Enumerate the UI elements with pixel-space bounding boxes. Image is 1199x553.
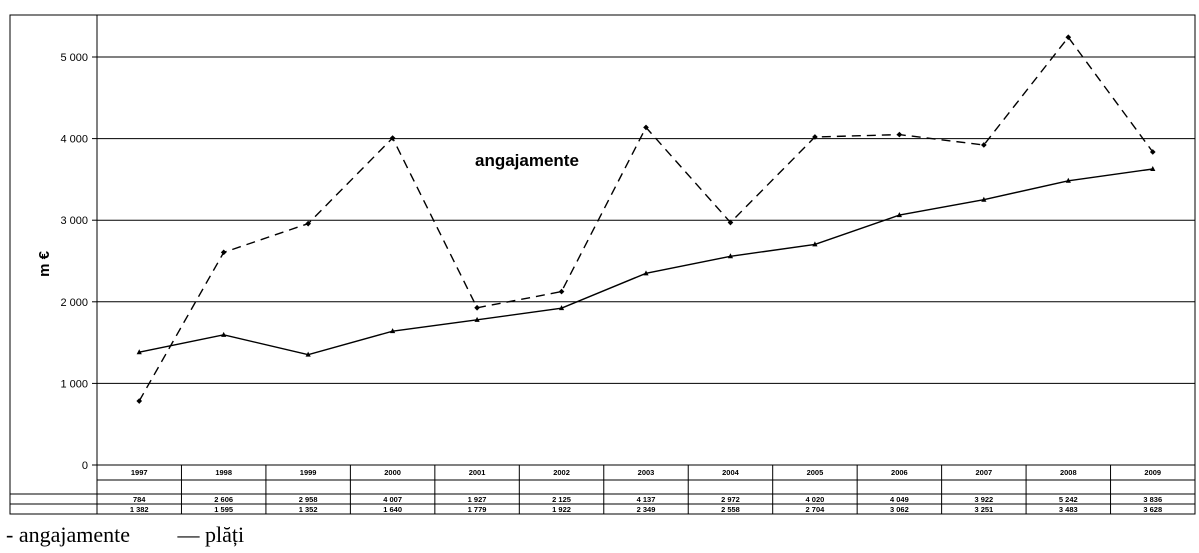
xtick-label-1999: 1999: [300, 468, 317, 477]
table-cell-0-2004: 2 972: [721, 495, 740, 504]
point-0-2006: [896, 131, 903, 138]
y-axis-label: m €: [36, 250, 53, 277]
point-0-2007: [981, 142, 987, 148]
point-1-2001: [474, 316, 480, 322]
ytick-label-4000: 4 000: [60, 134, 88, 146]
chart: 0 1 000 2 000 3 000 4 000 5 000 m € angajamen…: [9, 14, 1196, 515]
ytick-label-2000: 2 000: [60, 297, 88, 309]
table-cell-1-2001: 1 779: [468, 505, 487, 514]
point-0-1998: [220, 249, 227, 256]
point-1-2005: [812, 241, 818, 247]
xtick-label-2004: 2004: [722, 468, 740, 477]
xtick-label-2009: 2009: [1144, 468, 1161, 477]
table-cell-1-2006: 3 062: [890, 505, 909, 514]
table-cell-0-2003: 4 137: [637, 495, 656, 504]
xtick-label-2008: 2008: [1060, 468, 1077, 477]
legend-item-angajamente: - angajamente: [6, 522, 130, 547]
table-cell-0-2001: 1 927: [468, 495, 487, 504]
point-0-2002: [558, 288, 565, 295]
table-cell-0-2007: 3 922: [974, 495, 993, 504]
point-0-2009: [1149, 149, 1156, 155]
ytick-label-0: 0: [82, 460, 88, 472]
xtick-label-1998: 1998: [215, 468, 232, 477]
xtick-label-2001: 2001: [469, 468, 486, 477]
xtick-label-2007: 2007: [976, 468, 993, 477]
table-cell-1-2009: 3 628: [1143, 505, 1162, 514]
xtick-label-2003: 2003: [638, 468, 655, 477]
table-cell-1-2007: 3 251: [974, 505, 993, 514]
xtick-label-1997: 1997: [131, 468, 148, 477]
point-0-2008: [1065, 34, 1072, 41]
table-cell-0-2008: 5 242: [1059, 495, 1078, 504]
table-cell-0-2006: 4 049: [890, 495, 909, 504]
point-0-2005: [812, 134, 818, 140]
table-frame: [96, 464, 1196, 515]
point-1-1998: [221, 331, 227, 337]
table-cell-0-1999: 2 958: [299, 495, 318, 504]
point-1-2000: [390, 328, 396, 334]
point-1-2008: [1065, 177, 1071, 183]
xtick-label-2000: 2000: [384, 468, 401, 477]
series: [136, 34, 1156, 404]
table-cell-0-2009: 3 836: [1143, 495, 1162, 504]
point-1-2007: [981, 196, 987, 202]
point-0-2004: [727, 219, 734, 226]
point-0-1999: [305, 220, 311, 227]
grid: [97, 56, 1195, 466]
point-1-2009: [1150, 165, 1156, 171]
ytick-label-5000: 5 000: [60, 52, 88, 64]
point-1-2002: [558, 305, 565, 311]
point-0-2003: [643, 124, 649, 131]
point-0-2000: [389, 135, 396, 141]
table-cell-1-1999: 1 352: [299, 505, 318, 514]
table-cell-1-1998: 1 595: [214, 505, 233, 514]
chart-frame: [9, 14, 1196, 515]
point-1-2006: [896, 212, 902, 218]
point-1-1999: [305, 351, 311, 357]
ytick-label-1000: 1 000: [60, 378, 88, 390]
table-cell-1-2000: 1 640: [383, 505, 402, 514]
point-0-2001: [474, 304, 480, 311]
xtick-label-2002: 2002: [553, 468, 570, 477]
ytick-label-3000: 3 000: [60, 215, 88, 227]
point-0-1997: [136, 398, 143, 404]
y-axis: 0 1 000 2 000 3 000 4 000 5 000: [60, 15, 98, 472]
angajamente-annotation: angajamente: [475, 151, 579, 170]
table-cell-1-2004: 2 558: [721, 505, 740, 514]
series-line-1: [139, 168, 1153, 356]
series-line-0: [138, 36, 1154, 402]
table-cell-1-2005: 2 704: [806, 505, 826, 514]
xtick-label-2005: 2005: [807, 468, 824, 477]
legend: - angajamente — plăți: [6, 522, 244, 550]
table-cell-0-1997: 784: [133, 495, 146, 504]
xtick-label-2006: 2006: [891, 468, 908, 477]
table-cell-0-2005: 4 020: [806, 495, 825, 504]
point-1-2004: [727, 253, 734, 259]
table-cell-1-2008: 3 483: [1059, 505, 1078, 514]
table-cell-1-2002: 1 922: [552, 505, 571, 514]
table-cell-1-2003: 2 349: [637, 505, 656, 514]
data-table: 1997 1998 1999 2000 2001 2002 2003 2004 2005 2006…: [10, 464, 1196, 515]
table-cell-0-1998: 2 606: [214, 495, 233, 504]
table-cell-0-2000: 4 007: [383, 495, 402, 504]
table-cell-1-1997: 1 382: [130, 505, 149, 514]
table-cell-0-2002: 2 125: [552, 495, 571, 504]
point-1-2003: [643, 270, 649, 276]
legend-item-plati: — plăți: [177, 522, 245, 547]
point-1-1997: [136, 349, 142, 355]
